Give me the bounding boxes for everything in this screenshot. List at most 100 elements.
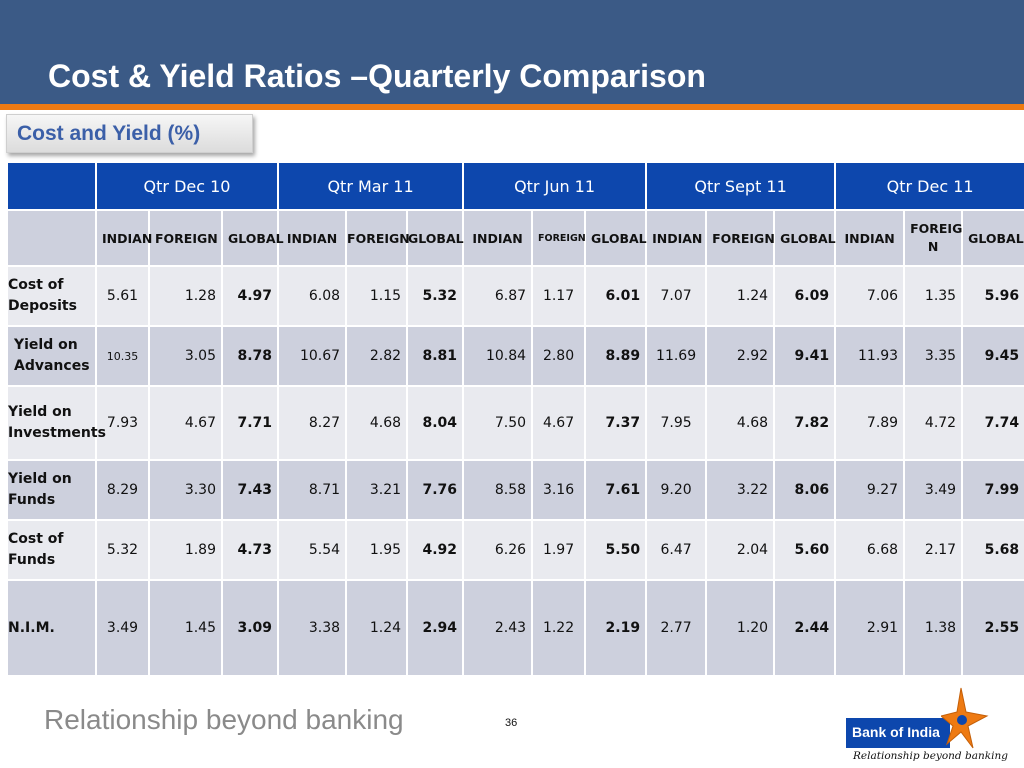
value-cell: 8.27 — [277, 385, 348, 461]
value-cell: 1.28 — [148, 265, 223, 327]
table-row: Yield on Advances 10.35 3.05 8.78 10.67 … — [6, 325, 1024, 387]
value-cell: 7.37 — [584, 385, 648, 461]
value-cell: 8.71 — [277, 459, 348, 521]
value-cell: 4.73 — [220, 519, 280, 581]
star-icon — [941, 687, 989, 749]
value-cell: 3.49 — [903, 459, 964, 521]
value-cell: 7.82 — [773, 385, 837, 461]
value-cell: 11.93 — [834, 325, 906, 387]
value-cell: 2.17 — [903, 519, 964, 581]
value-cell: 7.89 — [834, 385, 906, 461]
slide-title: Cost & Yield Ratios –Quarterly Compariso… — [48, 58, 706, 94]
value-cell: 9.45 — [961, 325, 1024, 387]
value-cell: 5.50 — [584, 519, 648, 581]
value-cell: 5.68 — [961, 519, 1024, 581]
logo-tagline: Relationship beyond banking — [853, 750, 1008, 762]
value-cell: 2.80 — [531, 325, 587, 387]
value-cell: 3.49 — [95, 579, 150, 677]
value-cell: 4.68 — [705, 385, 776, 461]
cost-yield-table: Qtr Dec 10 Qtr Mar 11 Qtr Jun 11 Qtr Sep… — [6, 161, 1024, 677]
value-cell: 8.89 — [584, 325, 648, 387]
bank-of-india-logo: Bank of India Relationship beyond bankin… — [845, 686, 1008, 766]
value-cell: 10.84 — [462, 325, 534, 387]
value-cell: 1.17 — [531, 265, 587, 327]
period-header-row: Qtr Dec 10 Qtr Mar 11 Qtr Jun 11 Qtr Sep… — [6, 161, 1024, 211]
value-cell: 11.69 — [645, 325, 708, 387]
value-cell: 3.30 — [148, 459, 223, 521]
value-cell: 5.54 — [277, 519, 348, 581]
value-cell: 4.72 — [903, 385, 964, 461]
value-cell: 7.06 — [834, 265, 906, 327]
value-cell: 1.15 — [345, 265, 409, 327]
value-cell: 9.20 — [645, 459, 708, 521]
value-cell: 5.96 — [961, 265, 1024, 327]
value-cell: 1.97 — [531, 519, 587, 581]
value-cell: 2.44 — [773, 579, 837, 677]
value-cell: 7.74 — [961, 385, 1024, 461]
row-label: N.I.M. — [6, 579, 97, 677]
value-cell: 3.21 — [345, 459, 409, 521]
value-cell: 7.43 — [220, 459, 280, 521]
logo-name: Bank of India — [852, 724, 940, 740]
value-cell: 6.09 — [773, 265, 837, 327]
segment-header: INDIAN — [834, 209, 906, 267]
value-cell: 3.22 — [705, 459, 776, 521]
segment-header-row: INDIAN FOREIGN GLOBAL INDIAN FOREIGN GLO… — [6, 209, 1024, 267]
value-cell: 8.58 — [462, 459, 534, 521]
row-label: Yield on Advances — [6, 325, 97, 387]
value-cell: 6.68 — [834, 519, 906, 581]
table-row: Yield on Investments 7.93 4.67 7.71 8.27… — [6, 385, 1024, 461]
segment-header: FOREIGN — [705, 209, 776, 267]
segment-header: INDIAN — [277, 209, 348, 267]
value-cell: 2.82 — [345, 325, 409, 387]
value-cell: 7.99 — [961, 459, 1024, 521]
value-cell: 7.93 — [95, 385, 150, 461]
value-cell: 9.41 — [773, 325, 837, 387]
segment-header: GLOBAL — [584, 209, 648, 267]
value-cell: 3.09 — [220, 579, 280, 677]
corner-subcell — [6, 209, 97, 267]
segment-header: INDIAN — [645, 209, 708, 267]
value-cell: 3.05 — [148, 325, 223, 387]
value-cell: 5.32 — [95, 519, 150, 581]
value-cell: 6.47 — [645, 519, 708, 581]
value-cell: 1.95 — [345, 519, 409, 581]
segment-header: GLOBAL — [773, 209, 837, 267]
value-cell: 1.22 — [531, 579, 587, 677]
value-cell: 10.35 — [95, 325, 150, 387]
value-cell: 8.81 — [406, 325, 465, 387]
value-cell: 7.61 — [584, 459, 648, 521]
footer-tagline: Relationship beyond banking — [44, 704, 404, 735]
slide-header: Cost & Yield Ratios –Quarterly Compariso… — [0, 0, 1024, 104]
page-number: 36 — [505, 717, 518, 729]
subtitle-box: Cost and Yield (%) — [6, 114, 253, 153]
value-cell: 8.06 — [773, 459, 837, 521]
row-label: Cost of Deposits — [6, 265, 97, 327]
table-row: N.I.M. 3.49 1.45 3.09 3.38 1.24 2.94 2.4… — [6, 579, 1024, 677]
value-cell: 2.92 — [705, 325, 776, 387]
period-header: Qtr Mar 11 — [277, 161, 465, 211]
value-cell: 2.55 — [961, 579, 1024, 677]
row-label: Yield on Funds — [6, 459, 97, 521]
value-cell: 5.61 — [95, 265, 150, 327]
value-cell: 1.24 — [345, 579, 409, 677]
segment-header: FOREIGN — [345, 209, 410, 267]
value-cell: 1.35 — [903, 265, 964, 327]
header-divider — [0, 104, 1024, 110]
value-cell: 7.76 — [406, 459, 465, 521]
table-row: Cost of Funds 5.32 1.89 4.73 5.54 1.95 4… — [6, 519, 1024, 581]
logo-box: Bank of India — [846, 718, 950, 748]
value-cell: 3.35 — [903, 325, 964, 387]
value-cell: 7.95 — [645, 385, 708, 461]
value-cell: 1.20 — [705, 579, 776, 677]
segment-header: GLOBAL — [961, 209, 1024, 267]
value-cell: 2.77 — [645, 579, 708, 677]
value-cell: 3.38 — [277, 579, 348, 677]
value-cell: 1.38 — [903, 579, 964, 677]
period-header: Qtr Sept 11 — [645, 161, 837, 211]
value-cell: 2.91 — [834, 579, 906, 677]
row-label: Yield on Investments — [6, 385, 106, 461]
value-cell: 4.97 — [220, 265, 280, 327]
value-cell: 4.68 — [345, 385, 409, 461]
value-cell: 1.45 — [148, 579, 223, 677]
